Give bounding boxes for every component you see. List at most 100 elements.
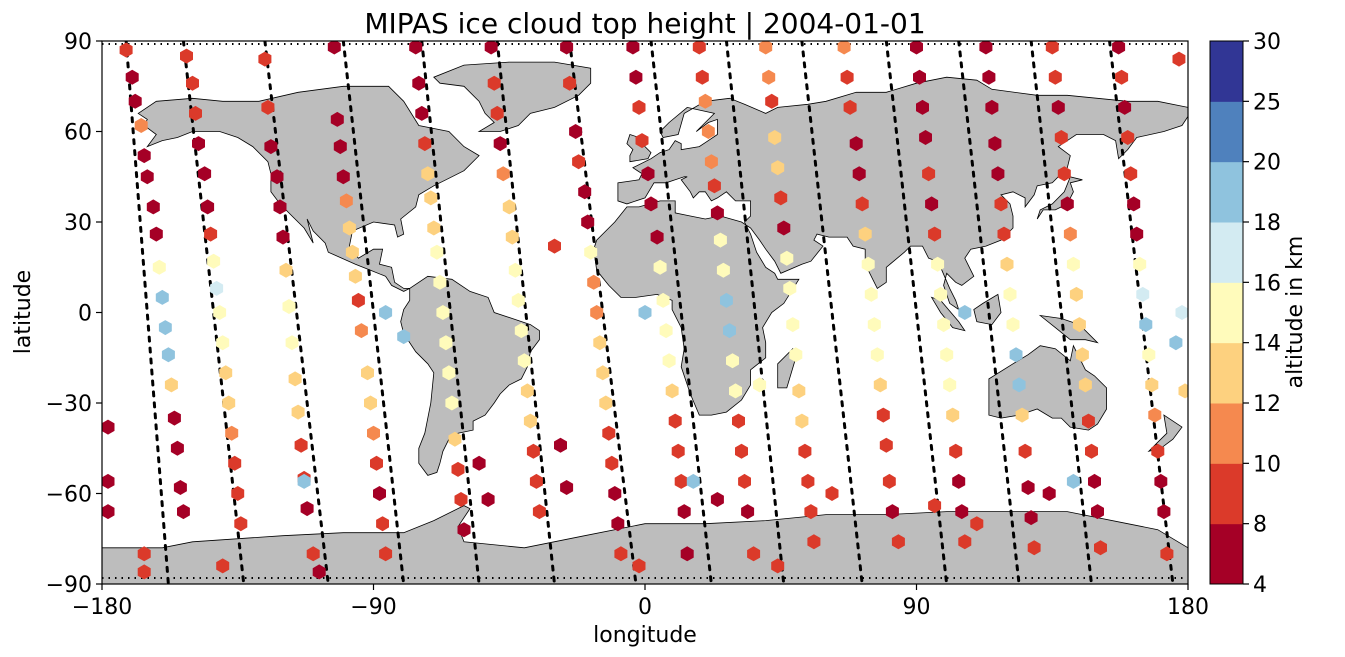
cloud-point [167,410,181,426]
orbit-tracks [102,41,1188,584]
cloud-point [1169,335,1183,351]
cloud-point [1018,443,1032,459]
cloud-point [979,41,993,55]
cloud-point [638,305,652,320]
cloud-point [454,492,468,507]
cloud-point [361,365,374,381]
x-axis: −180 −90 0 90 180 [72,584,1209,620]
orbit-track-11 [884,41,949,584]
cloud-point [1088,473,1101,489]
cloud-point [1160,546,1174,562]
cloud-point [333,139,347,155]
orbit-track-6 [495,41,556,584]
cloud-point [671,443,685,459]
cloud-point [125,69,139,85]
cloud-point [614,546,628,562]
cloud-point [1085,443,1098,459]
cloud-point [102,473,115,489]
cloud-point [958,534,972,550]
cloud-point [548,238,561,254]
cloud-point [161,347,175,363]
cloud-point [943,377,957,393]
cloud-point [1021,480,1035,495]
orbit-track-14 [1108,41,1175,584]
colorbar-segment [1210,41,1243,102]
cloud-point [164,377,178,393]
cloud-point [608,486,622,501]
cloud-point [988,136,1002,152]
cloud-point [593,335,607,351]
cloud-point [297,473,311,489]
cloud-point [729,383,742,399]
cloud-point [1027,540,1041,556]
cloud-point [532,504,546,520]
cloud-point [928,226,942,242]
cloud-point [864,286,878,302]
cloud-point [584,244,598,260]
cloud-point [1054,130,1068,145]
cloud-point [511,292,525,308]
cloud-point [825,486,839,501]
cloud-point [870,347,884,363]
cloud-point [704,154,718,170]
cloud-point [514,323,528,339]
cloud-point [611,516,625,532]
cloud-point [336,169,350,185]
x-tick-label: 90 [903,595,931,620]
cloud-point [490,105,504,121]
cloud-point [348,268,362,284]
cloud-point [1003,286,1017,302]
cloud-point [137,546,151,562]
land-north-america [137,85,480,292]
cloud-point [1136,286,1150,302]
cloud-point [140,169,154,185]
cloud-point [578,184,592,200]
cloud-point [1175,305,1188,320]
cloud-point [928,498,942,514]
cloud-point [481,492,495,507]
cloud-point [1118,99,1132,115]
cloud-point [659,323,673,339]
cloud-point [554,437,567,453]
cloud-point [970,516,984,532]
cloud-point [442,365,456,381]
cloud-point [1145,377,1159,393]
colorbar-tick-label: 16 [1253,271,1281,296]
orbit-track-3 [263,41,330,584]
cloud-point [801,473,815,489]
cloud-point [270,169,284,185]
cloud-point [102,419,115,435]
cloud-point [228,455,242,471]
cloud-point [653,259,667,275]
orbit-track-13 [1029,41,1093,584]
cloud-point [1078,377,1092,393]
cloud-point [747,546,761,562]
cloud-point [837,41,851,55]
cloud-point [1112,41,1126,55]
cloud-point [861,256,875,272]
land-south-america [400,275,540,476]
cloud-point [155,289,169,305]
cloud-point [855,196,869,212]
cloud-point [222,395,236,411]
cloud-point [723,323,736,339]
cloud-point [789,347,803,363]
colorbar-segment [1210,342,1243,404]
cloud-point [665,383,679,399]
cloud-point [189,105,202,121]
cloud-point [158,320,172,336]
x-axis-label: longitude [593,623,697,648]
cloud-point [433,274,447,290]
cloud-point [364,395,377,411]
cloud-point [710,492,724,507]
cloud-point [707,178,721,194]
cloud-point [152,259,166,275]
cloud-point [937,317,951,333]
cloud-point [677,504,691,520]
cloud-point [149,226,163,242]
cloud-point [1042,486,1056,501]
cloud-point [1072,317,1086,333]
cloud-point [587,274,601,290]
cloud-point [1000,256,1014,272]
cloud-point [225,425,239,441]
